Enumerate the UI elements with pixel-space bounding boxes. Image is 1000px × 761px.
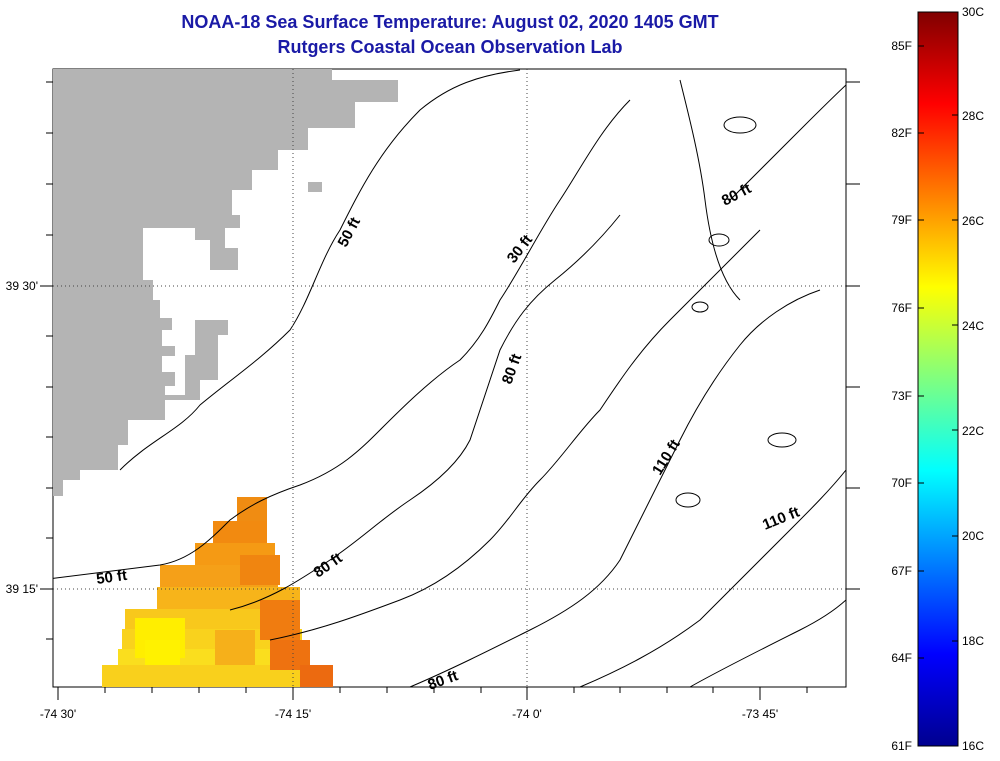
x-tick-label: -73 45' xyxy=(742,707,778,721)
colorbar-c-label: 24C xyxy=(962,319,984,333)
x-tick-label: -74 0' xyxy=(512,707,542,721)
colorbar-ticks xyxy=(918,45,958,659)
colorbar-c-label: 26C xyxy=(962,214,984,228)
colorbar-f-label: 82F xyxy=(891,126,912,140)
colorbar-f-label: 73F xyxy=(891,389,912,403)
colorbar-f-label: 70F xyxy=(891,476,912,490)
land-mass xyxy=(53,69,398,496)
x-tick-label: -74 15' xyxy=(275,707,311,721)
colorbar-c-label: 30C xyxy=(962,5,984,19)
y-tick-label: 39 30' xyxy=(6,279,38,293)
colorbar-f-label: 67F xyxy=(891,564,912,578)
colorbar-c-label: 20C xyxy=(962,529,984,543)
colorbar-c-label: 28C xyxy=(962,109,984,123)
sst-warm-patch xyxy=(102,497,333,687)
colorbar-f-label: 76F xyxy=(891,301,912,315)
lat-lon-grid xyxy=(53,69,846,687)
x-tick-label: -74 30' xyxy=(40,707,76,721)
axis-ticks xyxy=(40,81,860,700)
colorbar-c-label: 16C xyxy=(962,739,984,753)
colorbar-f-label: 61F xyxy=(891,739,912,753)
colorbar-f-label: 85F xyxy=(891,39,912,53)
map-subtitle: Rutgers Coastal Ocean Observation Lab xyxy=(277,37,623,57)
colorbar-c-label: 18C xyxy=(962,634,984,648)
colorbar-f-label: 64F xyxy=(891,651,912,665)
colorbar-f-label: 79F xyxy=(891,213,912,227)
map-title: NOAA-18 Sea Surface Temperature: August … xyxy=(181,12,719,32)
y-tick-label: 39 15' xyxy=(6,582,38,596)
bathymetry-contours xyxy=(53,69,846,687)
colorbar xyxy=(917,11,959,747)
contour-label: 50 ft xyxy=(95,567,128,588)
colorbar-c-label: 22C xyxy=(962,424,984,438)
